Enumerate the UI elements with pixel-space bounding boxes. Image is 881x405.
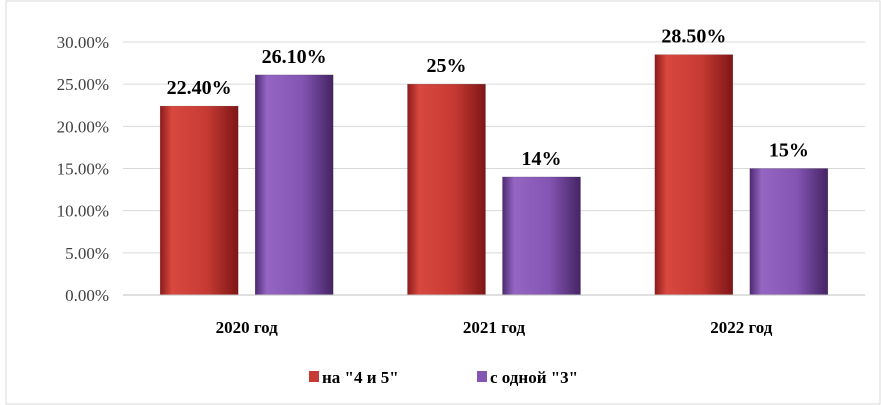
data-label: 14% <box>522 148 562 170</box>
y-axis: 0.00% 5.00% 10.00% 15.00% 20.00% 25.00% 30.00% <box>57 33 109 305</box>
bar <box>407 83 486 296</box>
data-label: 22.40% <box>167 77 232 99</box>
legend-swatch <box>477 371 487 382</box>
bar <box>254 74 334 296</box>
data-label: 26.10% <box>262 46 327 68</box>
bar <box>502 176 581 296</box>
legend-label: на "4 и 5" <box>322 368 399 387</box>
y-tick-label: 5.00% <box>65 244 109 263</box>
bars: 22.40% 26.10% 25% 14% 28.50% 15% <box>159 26 829 296</box>
y-tick-label: 15.00% <box>57 160 109 179</box>
legend: на "4 и 5" с одной "3" <box>309 368 578 387</box>
data-label: 28.50% <box>661 26 726 48</box>
legend-swatch <box>309 371 319 382</box>
y-tick-label: 30.00% <box>57 33 109 52</box>
data-label: 15% <box>769 140 809 162</box>
legend-label: с одной "3" <box>490 368 578 387</box>
y-tick-label: 10.00% <box>57 202 109 221</box>
bar <box>654 54 734 296</box>
x-axis: 2020 год 2021 год 2022 год <box>123 294 865 337</box>
y-tick-label: 20.00% <box>57 117 109 136</box>
bar <box>749 168 829 296</box>
x-category-label: 2020 год <box>216 318 279 337</box>
bar <box>159 105 239 296</box>
data-label: 25% <box>427 55 467 77</box>
x-category-label: 2022 год <box>710 318 773 337</box>
y-tick-label: 25.00% <box>57 75 109 94</box>
x-category-label: 2021 год <box>463 318 526 337</box>
y-tick-label: 0.00% <box>65 286 109 305</box>
